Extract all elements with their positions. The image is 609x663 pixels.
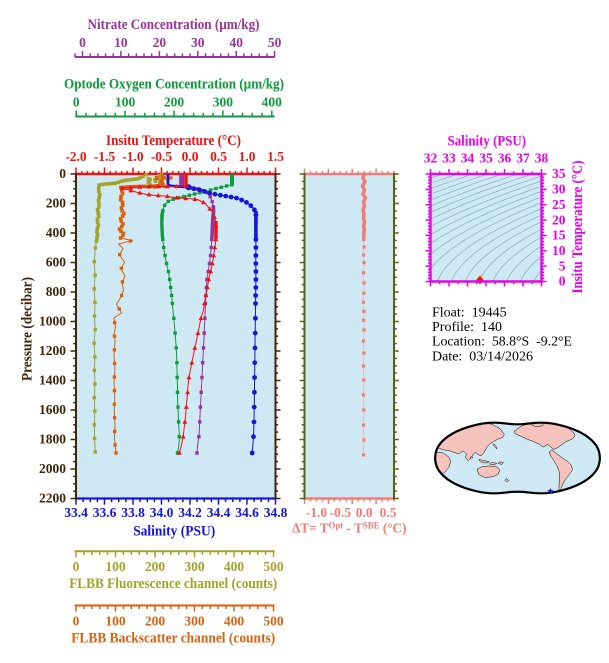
- svg-text:400: 400: [262, 94, 283, 109]
- svg-text:0: 0: [79, 35, 86, 50]
- svg-text:1.5: 1.5: [267, 149, 284, 164]
- svg-text:40: 40: [229, 35, 243, 50]
- svg-text:-1.0: -1.0: [306, 505, 328, 520]
- svg-text:35: 35: [479, 151, 493, 166]
- svg-text:-0.5: -0.5: [151, 149, 173, 164]
- svg-text:1.0: 1.0: [239, 149, 256, 164]
- svg-text:200: 200: [145, 614, 166, 629]
- svg-text:34.6: 34.6: [235, 505, 259, 520]
- svg-text:50: 50: [268, 35, 282, 50]
- svg-text:100: 100: [105, 614, 126, 629]
- svg-text:0: 0: [559, 274, 566, 289]
- svg-text:32: 32: [424, 151, 438, 166]
- svg-text:Insitu Temperature (°C): Insitu Temperature (°C): [106, 133, 241, 149]
- svg-text:25: 25: [552, 197, 566, 212]
- svg-text:34.4: 34.4: [207, 505, 231, 520]
- svg-text:300: 300: [184, 559, 205, 574]
- svg-text:FLBB Fluorescence channel (cou: FLBB Fluorescence channel (counts): [69, 576, 277, 592]
- svg-text:400: 400: [46, 225, 67, 240]
- svg-text:0: 0: [73, 614, 80, 629]
- svg-text:Insitu Temperature (°C): Insitu Temperature (°C): [570, 161, 586, 294]
- svg-text:36: 36: [498, 151, 512, 166]
- svg-text:0.0: 0.0: [182, 149, 199, 164]
- svg-text:Location: 58.8°S -9.2°E: Location: 58.8°S -9.2°E: [432, 335, 572, 350]
- svg-text:1800: 1800: [39, 431, 66, 446]
- svg-text:0.0: 0.0: [356, 505, 373, 520]
- svg-text:ΔT= TOpt - TSBE (°C): ΔT= TOpt - TSBE (°C): [292, 521, 407, 536]
- svg-text:500: 500: [263, 559, 284, 574]
- svg-text:20: 20: [153, 35, 167, 50]
- svg-text:200: 200: [145, 559, 166, 574]
- svg-text:35: 35: [552, 166, 566, 181]
- svg-text:30: 30: [191, 35, 205, 50]
- svg-text:0.5: 0.5: [210, 149, 227, 164]
- svg-text:200: 200: [46, 195, 67, 210]
- svg-text:34.2: 34.2: [178, 505, 202, 520]
- svg-text:10: 10: [114, 35, 128, 50]
- svg-text:0.5: 0.5: [380, 505, 397, 520]
- svg-text:800: 800: [46, 284, 67, 299]
- svg-text:10: 10: [552, 243, 566, 258]
- svg-text:400: 400: [224, 614, 245, 629]
- svg-text:300: 300: [184, 614, 205, 629]
- svg-text:34.0: 34.0: [150, 505, 174, 520]
- svg-text:Date: 03/14/2026: Date: 03/14/2026: [432, 349, 533, 364]
- svg-text:200: 200: [164, 94, 185, 109]
- svg-text:100: 100: [115, 94, 136, 109]
- svg-text:0: 0: [59, 166, 66, 181]
- svg-text:34: 34: [461, 151, 475, 166]
- svg-text:500: 500: [263, 614, 284, 629]
- svg-text:1600: 1600: [39, 402, 66, 417]
- svg-text:Optode Oxygen Concentration (µ: Optode Oxygen Concentration (µm/kg): [64, 76, 284, 92]
- svg-text:30: 30: [552, 182, 566, 197]
- svg-text:33.6: 33.6: [93, 505, 117, 520]
- svg-text:Salinity (PSU): Salinity (PSU): [133, 524, 215, 540]
- svg-text:1200: 1200: [39, 343, 66, 358]
- svg-text:15: 15: [552, 228, 566, 243]
- svg-text:0: 0: [73, 94, 80, 109]
- svg-text:20: 20: [552, 212, 566, 227]
- svg-text:300: 300: [213, 94, 234, 109]
- svg-text:5: 5: [559, 258, 566, 273]
- svg-text:600: 600: [46, 254, 67, 269]
- svg-text:37: 37: [516, 151, 530, 166]
- svg-text:100: 100: [105, 559, 126, 574]
- svg-text:38: 38: [535, 151, 549, 166]
- svg-text:34.8: 34.8: [264, 505, 288, 520]
- svg-text:Profile: 140: Profile: 140: [432, 320, 502, 335]
- svg-text:400: 400: [224, 559, 245, 574]
- svg-text:FLBB Backscatter channel (coun: FLBB Backscatter channel (counts): [71, 631, 275, 647]
- svg-text:1400: 1400: [39, 372, 66, 387]
- svg-text:33.8: 33.8: [121, 505, 145, 520]
- svg-text:2000: 2000: [39, 461, 66, 476]
- svg-text:Nitrate Concentration (µm/kg): Nitrate Concentration (µm/kg): [88, 17, 260, 33]
- svg-text:33.4: 33.4: [64, 505, 88, 520]
- svg-text:-2.0: -2.0: [65, 149, 87, 164]
- svg-text:33: 33: [442, 151, 456, 166]
- svg-text:1000: 1000: [39, 313, 66, 328]
- svg-text:-1.5: -1.5: [94, 149, 116, 164]
- svg-text:Salinity (PSU): Salinity (PSU): [448, 134, 527, 150]
- svg-text:-0.5: -0.5: [330, 505, 352, 520]
- svg-text:-1.0: -1.0: [122, 149, 144, 164]
- svg-text:Float: 19445: Float: 19445: [432, 306, 507, 321]
- svg-text:2200: 2200: [39, 490, 66, 505]
- svg-text:0: 0: [73, 559, 80, 574]
- svg-text:Pressure (decibar): Pressure (decibar): [20, 277, 36, 381]
